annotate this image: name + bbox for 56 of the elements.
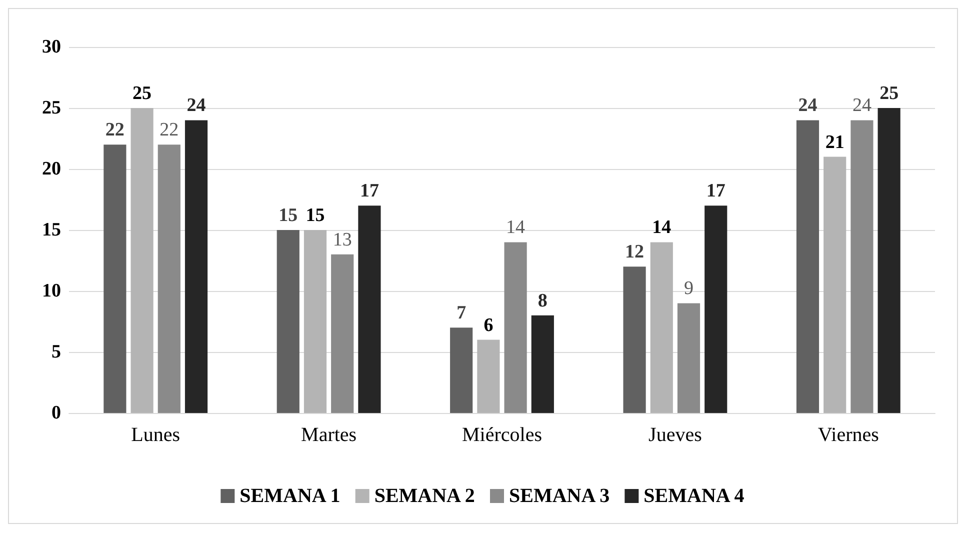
legend-label: SEMANA 3 bbox=[509, 485, 610, 507]
bar bbox=[504, 242, 527, 413]
data-label: 22 bbox=[105, 120, 124, 141]
bar bbox=[796, 120, 820, 413]
legend-label: SEMANA 4 bbox=[644, 485, 744, 507]
data-label: 15 bbox=[278, 205, 298, 226]
bar bbox=[450, 328, 473, 413]
x-tick-label: Jueves bbox=[648, 424, 702, 446]
bar bbox=[358, 206, 381, 413]
data-label: 25 bbox=[880, 83, 899, 104]
data-label: 6 bbox=[484, 314, 494, 336]
data-label: 17 bbox=[360, 180, 380, 202]
x-tick-label: Miércoles bbox=[462, 424, 542, 446]
bar bbox=[531, 315, 554, 413]
data-label: 25 bbox=[132, 83, 152, 104]
y-tick-label: 15 bbox=[42, 220, 61, 240]
data-label: 14 bbox=[652, 217, 672, 238]
bar bbox=[304, 230, 327, 413]
y-tick-label: 25 bbox=[42, 98, 61, 118]
data-label: 15 bbox=[306, 205, 325, 226]
y-tick-label: 5 bbox=[52, 342, 61, 362]
legend-label: SEMANA 2 bbox=[374, 485, 475, 507]
data-label: 12 bbox=[625, 242, 644, 263]
data-label: 22 bbox=[160, 120, 179, 141]
bar bbox=[331, 254, 354, 413]
data-label: 17 bbox=[706, 180, 726, 202]
data-label: 8 bbox=[538, 290, 548, 312]
x-tick-label: Viernes bbox=[818, 424, 880, 446]
data-label: 7 bbox=[456, 302, 467, 324]
bar bbox=[477, 340, 500, 413]
bar bbox=[677, 303, 700, 413]
data-label: 13 bbox=[332, 229, 352, 250]
bar bbox=[130, 108, 154, 413]
bar bbox=[850, 120, 874, 413]
data-label: 21 bbox=[825, 132, 844, 153]
y-tick-label: 20 bbox=[42, 158, 61, 180]
bar bbox=[184, 120, 208, 413]
bar bbox=[878, 108, 900, 413]
x-tick-label: Martes bbox=[301, 424, 357, 446]
bar bbox=[104, 144, 126, 413]
bar bbox=[158, 144, 180, 413]
data-label: 9 bbox=[684, 278, 694, 300]
data-label: 24 bbox=[798, 95, 818, 116]
bar bbox=[650, 242, 673, 413]
y-tick-label: 10 bbox=[42, 280, 61, 302]
data-label: 24 bbox=[186, 95, 206, 116]
x-tick-label: Lunes bbox=[131, 424, 180, 446]
bar bbox=[824, 156, 846, 413]
legend-label: SEMANA 1 bbox=[240, 485, 340, 507]
data-label: 24 bbox=[852, 95, 872, 116]
bar bbox=[623, 266, 646, 413]
bar bbox=[276, 230, 300, 413]
bar bbox=[704, 206, 728, 413]
y-tick-label: 0 bbox=[52, 402, 61, 424]
y-tick-label: 30 bbox=[42, 36, 61, 58]
data-label: 14 bbox=[506, 217, 526, 238]
